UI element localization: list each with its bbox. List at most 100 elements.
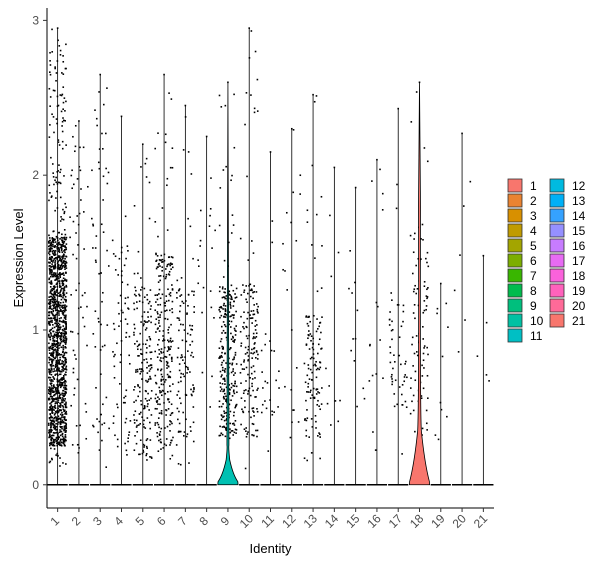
data-point: [314, 363, 316, 366]
data-point: [58, 164, 60, 166]
data-point: [64, 334, 66, 336]
data-point: [257, 305, 259, 308]
data-point: [157, 235, 159, 238]
data-point: [63, 438, 66, 441]
data-point: [124, 302, 127, 305]
data-point: [133, 389, 135, 391]
data-point: [51, 362, 54, 364]
data-point: [249, 314, 251, 316]
data-point: [164, 355, 167, 358]
data-point: [150, 305, 152, 307]
data-point: [446, 415, 448, 418]
data-point: [55, 343, 57, 346]
data-point: [425, 257, 427, 260]
data-point: [116, 406, 119, 409]
data-point: [223, 425, 225, 428]
data-point: [401, 453, 403, 455]
data-point: [393, 393, 396, 395]
data-point: [416, 288, 419, 290]
data-point: [413, 304, 416, 306]
data-point: [319, 366, 322, 369]
data-point: [62, 257, 64, 260]
data-point: [234, 297, 237, 299]
data-point: [61, 262, 63, 264]
data-point: [197, 259, 199, 261]
data-point: [49, 460, 52, 463]
data-point: [177, 289, 180, 292]
data-point: [423, 280, 426, 283]
data-point: [186, 332, 189, 335]
data-point: [247, 358, 250, 361]
data-point: [56, 171, 59, 173]
data-point: [54, 245, 57, 247]
data-point: [54, 366, 57, 369]
data-point: [191, 290, 193, 293]
data-point: [47, 245, 50, 248]
data-point: [53, 444, 56, 447]
data-point: [154, 422, 157, 424]
legend-label-15: 15: [572, 224, 586, 238]
data-point: [127, 437, 130, 439]
data-point: [193, 388, 195, 390]
data-point: [59, 342, 62, 345]
data-point: [51, 256, 54, 259]
data-point: [405, 406, 408, 409]
data-point: [81, 294, 84, 297]
data-point: [62, 348, 65, 351]
data-point: [199, 209, 202, 212]
data-point: [53, 421, 56, 423]
data-point: [136, 340, 138, 343]
data-point: [285, 211, 288, 214]
data-point: [64, 359, 66, 362]
legend-label-7: 7: [530, 269, 537, 283]
data-point: [118, 257, 121, 260]
data-point: [150, 358, 152, 360]
data-point: [49, 413, 52, 416]
data-point: [51, 275, 54, 278]
data-point: [63, 410, 65, 413]
data-point: [49, 270, 51, 273]
data-point: [64, 419, 67, 422]
data-point: [155, 259, 158, 262]
data-point: [425, 409, 428, 412]
data-point: [125, 331, 128, 334]
data-point: [186, 313, 188, 315]
data-point: [63, 250, 65, 252]
data-point: [57, 399, 60, 401]
data-point: [219, 316, 221, 319]
data-point: [307, 367, 310, 370]
data-point: [404, 363, 406, 365]
data-point: [64, 245, 66, 247]
data-point: [154, 350, 156, 353]
data-point: [65, 316, 67, 318]
data-point: [309, 397, 312, 399]
data-point: [379, 168, 381, 171]
data-point: [179, 430, 182, 433]
data-point-max: [312, 93, 314, 96]
data-point: [65, 367, 67, 369]
data-point: [53, 440, 55, 442]
data-point: [55, 325, 58, 328]
data-point: [50, 259, 53, 261]
data-point: [50, 317, 52, 319]
data-point: [164, 304, 167, 307]
data-point: [50, 295, 53, 298]
data-point: [244, 123, 246, 126]
data-point: [134, 327, 136, 330]
data-point: [63, 386, 65, 389]
data-point: [61, 307, 64, 309]
data-point: [315, 376, 318, 379]
data-point: [141, 378, 143, 380]
data-point: [138, 453, 140, 456]
data-point: [221, 332, 223, 334]
data-point: [246, 337, 249, 340]
data-point: [48, 434, 51, 437]
data-point: [65, 321, 67, 323]
data-point: [51, 346, 54, 349]
data-point: [476, 355, 479, 357]
data-point: [176, 317, 179, 319]
data-point: [317, 435, 319, 437]
data-point: [221, 374, 223, 376]
data-point: [137, 250, 140, 253]
data-point: [127, 308, 130, 310]
